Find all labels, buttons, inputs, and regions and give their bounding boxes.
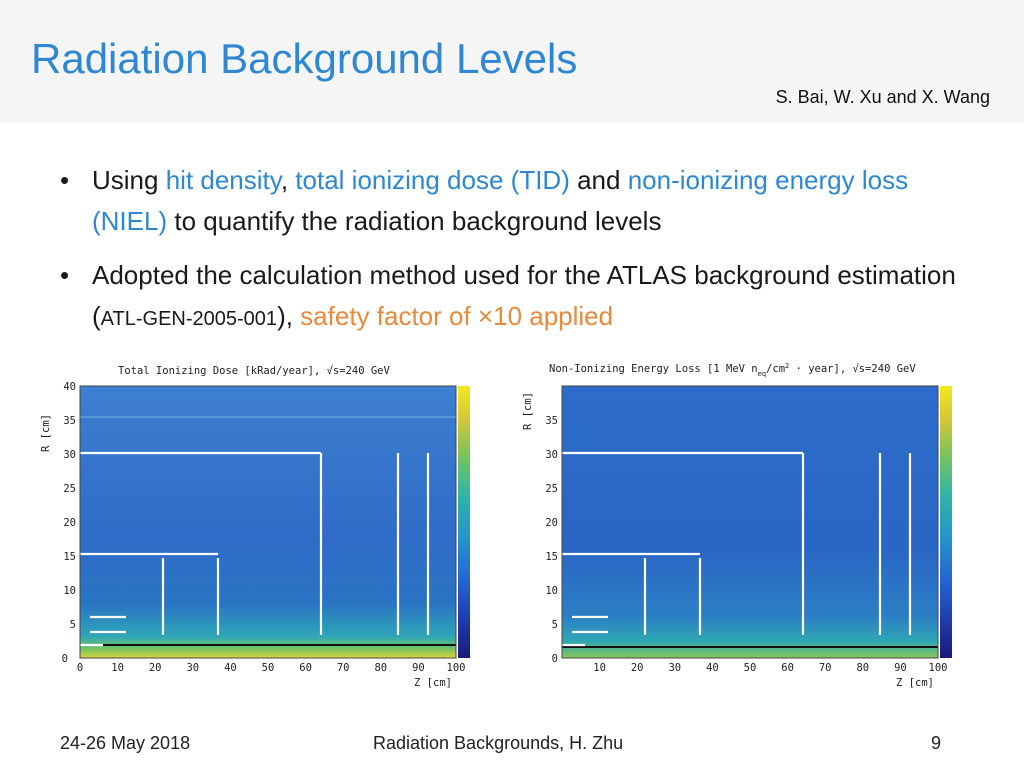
y-tick-label: 5	[70, 619, 76, 631]
x-tick-label: 40	[224, 662, 237, 674]
detector-boundaries	[80, 451, 430, 647]
header-bar: Radiation Background Levels S. Bai, W. X…	[0, 0, 1024, 123]
bullet-text-part: to quantify the radiation background lev…	[167, 206, 662, 236]
x-tick-label: 70	[819, 662, 832, 674]
y-tick-label: 25	[63, 483, 76, 495]
y-tick-label: 0	[552, 653, 558, 665]
y-axis-label: R [cm]	[522, 392, 534, 430]
colorbar	[458, 386, 470, 658]
y-tick-label: 30	[545, 449, 558, 461]
bullet-icon: •	[60, 260, 70, 290]
bullet-icon: •	[60, 165, 70, 195]
footer-date: 24-26 May 2018	[60, 733, 191, 753]
bullet-item-method: • Adopted the calculation method used fo…	[60, 255, 980, 340]
highlight-tid: total ionizing dose (TID)	[295, 165, 570, 195]
bullet-text: Using hit density, total ionizing dose (…	[92, 160, 980, 242]
x-tick-label: 70	[337, 662, 350, 674]
y-axis-label: R [cm]	[40, 414, 52, 452]
x-tick-label: 60	[299, 662, 312, 674]
bullet-item-metrics: • Using hit density, total ionizing dose…	[60, 160, 980, 242]
y-tick-label: 35	[545, 415, 558, 427]
y-tick-label: 5	[552, 619, 558, 631]
y-tick-label: 30	[63, 449, 76, 461]
highlight-safety-factor: safety factor of ×10 applied	[300, 301, 614, 331]
y-tick-label: 15	[63, 551, 76, 563]
page-number: 9	[931, 733, 942, 753]
x-tick-label: 90	[412, 662, 425, 674]
x-axis-label: Z [cm]	[896, 677, 934, 689]
x-tick-label: 50	[262, 662, 275, 674]
colorbar	[940, 386, 952, 658]
plot-frame	[79, 385, 457, 659]
bullet-text-part: and	[569, 165, 628, 195]
niel-heatmap-figure: Non-Ionizing Energy Loss [1 MeV neq/cm2 …	[520, 355, 983, 690]
slide-title: Radiation Background Levels	[31, 35, 578, 82]
reference-code: ATL-GEN-2005-001	[100, 308, 278, 330]
niel-heatmap-svg: Non-Ionizing Energy Loss [1 MeV neq/cm2 …	[522, 362, 983, 689]
x-tick-label: 60	[781, 662, 794, 674]
footer-presenter: Radiation Backgrounds, H. Zhu	[373, 733, 624, 753]
heatmap-area	[80, 386, 456, 658]
x-tick-label: 100	[447, 662, 466, 674]
highlight-hit-density: hit density	[165, 165, 281, 195]
x-tick-label: 40	[706, 662, 719, 674]
x-tick-label: 20	[149, 662, 162, 674]
x-axis-label: Z [cm]	[414, 677, 452, 689]
y-tick-label: 20	[63, 517, 76, 529]
slide-authors: S. Bai, W. Xu and X. Wang	[775, 87, 990, 107]
x-tick-label: 90	[894, 662, 907, 674]
x-tick-label: 0	[77, 662, 83, 674]
detector-boundaries	[562, 451, 912, 647]
x-tick-label: 80	[856, 662, 869, 674]
bullet-text: Adopted the calculation method used for …	[92, 255, 980, 340]
y-tick-label: 25	[545, 483, 558, 495]
tid-heatmap-figure: Total Ionizing Dose [kRad/year], √s=240 …	[38, 355, 498, 690]
x-tick-label: 100	[929, 662, 948, 674]
y-tick-label: 15	[545, 551, 558, 563]
highlight-niel: non-ionizing energy loss (NIEL)	[92, 165, 909, 236]
x-tick-label: 30	[186, 662, 199, 674]
y-tick-label: 35	[63, 415, 76, 427]
x-tick-label: 30	[668, 662, 681, 674]
bullet-text-part: Adopted the calculation method used for …	[92, 260, 956, 331]
heatmap-area	[562, 386, 938, 658]
y-tick-label: 10	[63, 585, 76, 597]
x-tick-label: 20	[631, 662, 644, 674]
bullet-text-part: Using	[92, 165, 166, 195]
plot-title: Total Ionizing Dose [kRad/year], √s=240 …	[118, 365, 391, 377]
bullet-text-part: ,	[280, 165, 296, 195]
tid-heatmap-svg: Total Ionizing Dose [kRad/year], √s=240 …	[40, 365, 498, 689]
y-tick-label: 0	[62, 653, 68, 665]
x-tick-label: 10	[111, 662, 124, 674]
x-tick-label: 10	[593, 662, 606, 674]
y-tick-label: 20	[545, 517, 558, 529]
plot-title: Non-Ionizing Energy Loss [1 MeV neq/cm2 …	[549, 362, 916, 378]
y-tick-label: 40	[63, 381, 76, 393]
x-tick-label: 50	[744, 662, 757, 674]
x-tick-label: 80	[374, 662, 387, 674]
plot-frame	[561, 385, 939, 659]
bullet-text-part: ),	[277, 301, 301, 331]
y-tick-label: 10	[545, 585, 558, 597]
